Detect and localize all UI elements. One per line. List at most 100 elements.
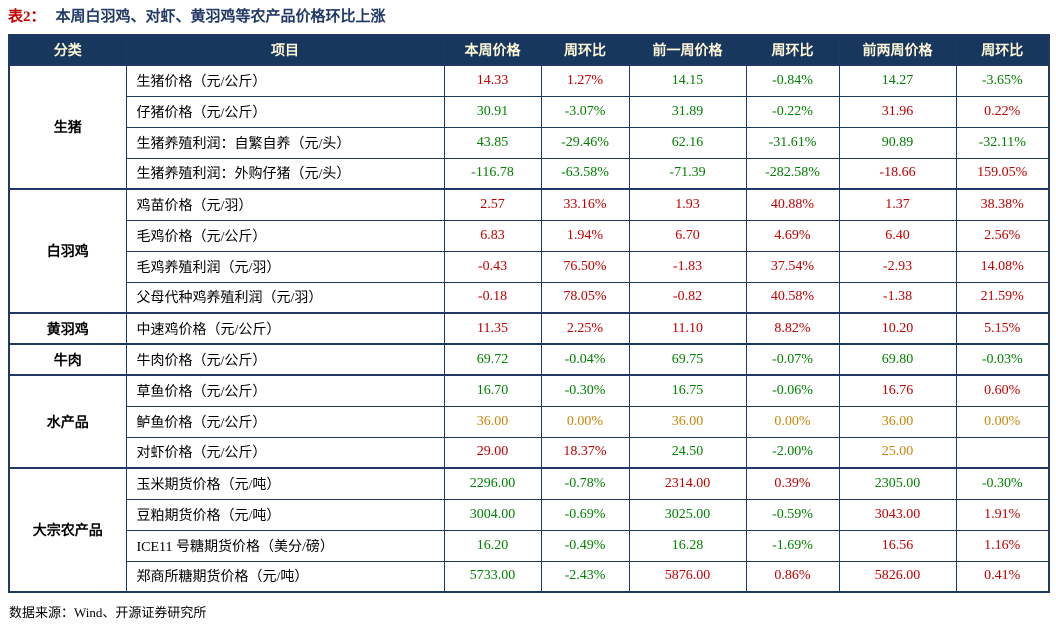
wow-percent-cell: -0.69% xyxy=(540,498,630,531)
wow-percent-cell: 1.16% xyxy=(955,529,1050,562)
price-cell: 1.93 xyxy=(628,188,747,221)
wow-percent-cell: 14.08% xyxy=(955,250,1050,283)
price-cell: 16.28 xyxy=(628,529,747,562)
wow-percent-cell: 5.15% xyxy=(955,312,1050,345)
wow-percent-cell xyxy=(955,436,1050,469)
category-cell: 生猪 xyxy=(8,64,127,190)
wow-percent-cell: 0.00% xyxy=(955,405,1050,438)
item-cell: 中速鸡价格（元/公斤） xyxy=(125,312,445,345)
wow-percent-cell: -0.22% xyxy=(745,95,840,128)
wow-percent-cell: -2.00% xyxy=(745,436,840,469)
item-cell: 鸡苗价格（元/羽） xyxy=(125,188,445,221)
price-cell: 3025.00 xyxy=(628,498,747,531)
wow-percent-cell: -0.03% xyxy=(955,343,1050,376)
column-header-category: 分类 xyxy=(8,34,127,66)
wow-percent-cell: 8.82% xyxy=(745,312,840,345)
table-title-number: 表2： xyxy=(8,9,46,25)
column-header-item: 项目 xyxy=(125,34,445,66)
wow-percent-cell: 0.00% xyxy=(540,405,630,438)
wow-percent-cell: 0.22% xyxy=(955,95,1050,128)
table-row: 对虾价格（元/公斤） 29.00 18.37% 24.50 -2.00% 25.00 xyxy=(9,436,1050,469)
wow-percent-cell: -31.61% xyxy=(745,126,840,159)
wow-percent-cell: 38.38% xyxy=(955,188,1050,221)
price-cell: 2296.00 xyxy=(443,467,542,500)
wow-percent-cell: -0.06% xyxy=(745,374,840,407)
wow-percent-cell: 1.27% xyxy=(540,64,630,97)
column-header-prev-week-price: 前一周价格 xyxy=(628,34,747,66)
table-title-text: 本周白羽鸡、对虾、黄羽鸡等农产品价格环比上涨 xyxy=(55,9,386,25)
price-cell: 36.00 xyxy=(838,405,957,438)
price-cell: -0.82 xyxy=(628,281,747,314)
table-row: 生猪养殖利润：自繁自养（元/头） 43.85 -29.46% 62.16 -31.61%… xyxy=(9,126,1050,159)
price-cell: 14.27 xyxy=(838,64,957,97)
price-cell: 25.00 xyxy=(838,436,957,469)
price-cell: 5733.00 xyxy=(443,560,542,593)
wow-percent-cell: 21.59% xyxy=(955,281,1050,314)
wow-percent-cell: 0.00% xyxy=(745,405,840,438)
price-cell: 16.56 xyxy=(838,529,957,562)
wow-percent-cell: 2.25% xyxy=(540,312,630,345)
price-cell: 14.15 xyxy=(628,64,747,97)
item-cell: 仔猪价格（元/公斤） xyxy=(125,95,445,128)
item-cell: 郑商所糖期货价格（元/吨） xyxy=(125,560,445,593)
wow-percent-cell: -3.07% xyxy=(540,95,630,128)
price-cell: 36.00 xyxy=(443,405,542,438)
price-cell: -2.93 xyxy=(838,250,957,283)
table-row: 黄羽鸡 中速鸡价格（元/公斤） 11.35 2.25% 11.10 8.82% 10.20 5… xyxy=(8,312,1050,345)
wow-percent-cell: 76.50% xyxy=(540,250,630,283)
item-cell: 豆粕期货价格（元/吨） xyxy=(125,498,445,531)
price-cell: -0.43 xyxy=(443,250,542,283)
table-row: 仔猪价格（元/公斤） 30.91 -3.07% 31.89 -0.22% 31.96 0.2… xyxy=(9,95,1050,128)
column-header-two-weeks-ago-price: 前两周价格 xyxy=(838,34,957,66)
item-cell: 牛肉价格（元/公斤） xyxy=(125,343,445,376)
table-row: ICE11 号糖期货价格（美分/磅） 16.20 -0.49% 16.28 -1.69%… xyxy=(9,529,1050,562)
table-row: 郑商所糖期货价格（元/吨） 5733.00 -2.43% 5876.00 0.86% 58… xyxy=(9,560,1050,593)
table-header: 分类 项目 本周价格 周环比 前一周价格 周环比 前两周价格 周环比 xyxy=(8,34,1050,66)
price-cell: 2.57 xyxy=(443,188,542,221)
table-row: 生猪养殖利润：外购仔猪（元/头） -116.78 -63.58% -71.39 -282… xyxy=(9,157,1050,190)
table-row: 父母代种鸡养殖利润（元/羽） -0.18 78.05% -0.82 40.58% -1.3… xyxy=(9,281,1050,314)
wow-percent-cell: 78.05% xyxy=(540,281,630,314)
wow-percent-cell: 40.58% xyxy=(745,281,840,314)
header-row: 分类 项目 本周价格 周环比 前一周价格 周环比 前两周价格 周环比 xyxy=(8,34,1050,66)
item-cell: 毛鸡养殖利润（元/羽） xyxy=(125,250,445,283)
table-body: 生猪 生猪价格（元/公斤） 14.33 1.27% 14.15 -0.84% 14.27 -3… xyxy=(8,64,1050,593)
price-cell: -1.38 xyxy=(838,281,957,314)
price-cell: 43.85 xyxy=(443,126,542,159)
wow-percent-cell: 4.69% xyxy=(745,219,840,252)
table-row: 牛肉 牛肉价格（元/公斤） 69.72 -0.04% 69.75 -0.07% 69.80-… xyxy=(8,343,1050,376)
price-cell: -71.39 xyxy=(628,157,747,190)
wow-percent-cell: -0.30% xyxy=(955,467,1050,500)
price-cell: 10.20 xyxy=(838,312,957,345)
wow-percent-cell: -282.58% xyxy=(745,157,840,190)
table-title: 表2： 本周白羽鸡、对虾、黄羽鸡等农产品价格环比上涨 xyxy=(8,6,1048,28)
wow-percent-cell: -1.69% xyxy=(745,529,840,562)
price-cell: -18.66 xyxy=(838,157,957,190)
wow-percent-cell: 0.39% xyxy=(745,467,840,500)
item-cell: 生猪价格（元/公斤） xyxy=(125,64,445,97)
price-cell: 6.83 xyxy=(443,219,542,252)
column-header-this-week-price: 本周价格 xyxy=(443,34,542,66)
price-cell: 31.89 xyxy=(628,95,747,128)
price-cell: 69.80 xyxy=(838,343,957,376)
wow-percent-cell: 40.88% xyxy=(745,188,840,221)
price-cell: 29.00 xyxy=(443,436,542,469)
wow-percent-cell: -0.49% xyxy=(540,529,630,562)
wow-percent-cell: -29.46% xyxy=(540,126,630,159)
wow-percent-cell: 159.05% xyxy=(955,157,1050,190)
column-header-wow-3: 周环比 xyxy=(955,34,1050,66)
category-cell: 大宗农产品 xyxy=(8,467,127,593)
table-row: 水产品 草鱼价格（元/公斤） 16.70 -0.30% 16.75 -0.06% 16.76… xyxy=(8,374,1050,469)
wow-percent-cell: 33.16% xyxy=(540,188,630,221)
category-cell: 白羽鸡 xyxy=(8,188,127,314)
table-row: 生猪 生猪价格（元/公斤） 14.33 1.27% 14.15 -0.84% 14.27 -3… xyxy=(8,64,1050,190)
data-source-note: 数据来源：Wind、开源证券研究所 xyxy=(9,605,207,620)
item-cell: 鲈鱼价格（元/公斤） xyxy=(125,405,445,438)
wow-percent-cell: -63.58% xyxy=(540,157,630,190)
wow-percent-cell: 0.60% xyxy=(955,374,1050,407)
price-cell: 3043.00 xyxy=(838,498,957,531)
price-cell: 11.10 xyxy=(628,312,747,345)
wow-percent-cell: 0.41% xyxy=(955,560,1050,593)
price-cell: 5826.00 xyxy=(838,560,957,593)
